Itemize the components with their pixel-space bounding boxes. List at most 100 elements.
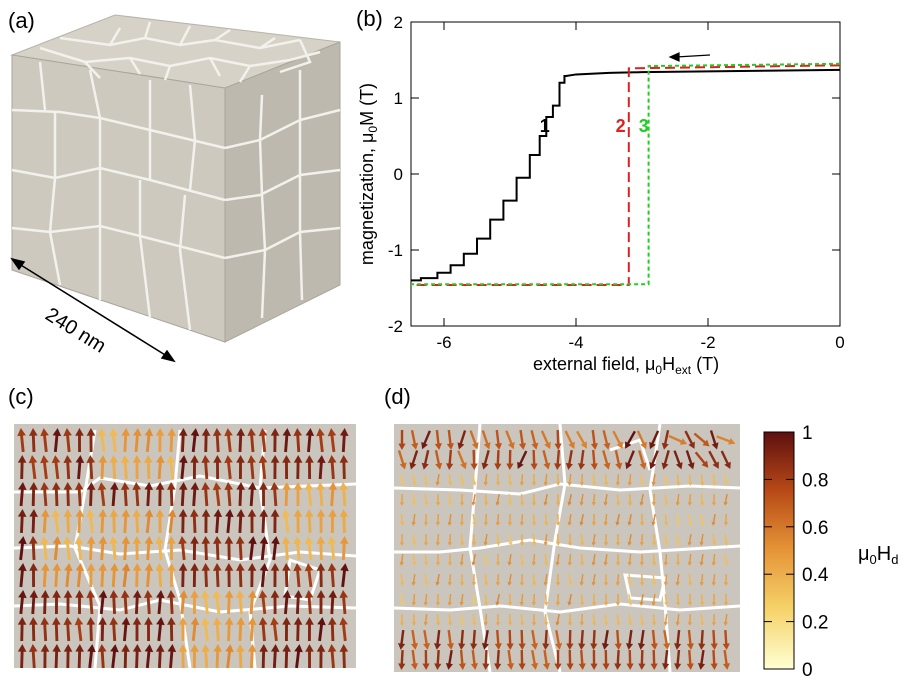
vector-arrow xyxy=(17,509,27,534)
vector-arrow xyxy=(109,536,118,561)
vector-arrow xyxy=(469,430,479,450)
vector-arrow xyxy=(675,573,680,586)
vector-arrow xyxy=(639,533,645,546)
cube-left-boundaries xyxy=(11,61,226,331)
vector-arrow xyxy=(339,482,348,507)
vector-arrow xyxy=(519,573,525,586)
vector-arrow xyxy=(711,553,716,566)
vector-arrow xyxy=(603,573,609,586)
vector-arrow xyxy=(213,644,222,669)
vector-arrow xyxy=(495,553,501,566)
vector-arrow xyxy=(722,629,730,650)
vector-arrow xyxy=(40,563,50,588)
vector-arrow xyxy=(636,430,647,450)
vector-arrow xyxy=(86,536,96,561)
vector-arrow xyxy=(567,513,572,526)
vector-arrow xyxy=(327,536,337,561)
cube-top-face xyxy=(10,14,341,89)
vector-arrow xyxy=(627,473,632,486)
vector-arrow xyxy=(543,493,548,506)
vector-arrow xyxy=(543,613,549,626)
vector-arrow xyxy=(507,613,513,626)
vector-arrow xyxy=(472,593,477,606)
vector-arrow xyxy=(399,493,405,506)
panel-label-c: (c) xyxy=(8,384,34,409)
vector-arrow xyxy=(304,563,314,588)
vector-arrow xyxy=(650,649,658,670)
vector-arrow xyxy=(317,617,326,642)
vector-arrow xyxy=(708,450,719,469)
vector-arrow xyxy=(190,536,199,561)
vector-arrow xyxy=(120,482,130,507)
vector-arrow xyxy=(615,533,621,546)
vector-arrow xyxy=(247,482,257,507)
colorbar-label: μ0Hd xyxy=(858,543,898,567)
vector-arrow xyxy=(63,617,73,642)
vector-arrow xyxy=(224,590,234,615)
vector-arrow xyxy=(98,509,108,534)
vector-arrow xyxy=(472,613,477,626)
vector-arrow xyxy=(190,428,200,453)
vector-arrow xyxy=(424,493,429,506)
vector-arrow xyxy=(167,482,176,507)
vector-arrow xyxy=(399,533,405,546)
cube-top-boundaries xyxy=(39,21,321,83)
vector-arrow xyxy=(18,536,27,561)
vector-arrow xyxy=(555,573,561,586)
vector-arrow xyxy=(435,513,441,526)
vector-arrow xyxy=(98,617,107,642)
vector-arrow xyxy=(615,573,620,586)
vector-arrow xyxy=(481,430,491,450)
series-1-line xyxy=(411,68,841,282)
vector-arrow xyxy=(224,482,233,507)
y-tick-label: -1 xyxy=(388,241,403,260)
vector-arrow xyxy=(327,428,337,453)
vector-arrow xyxy=(591,533,596,546)
vector-arrow xyxy=(98,590,108,615)
vector-arrow xyxy=(109,617,119,642)
vector-arrow xyxy=(663,573,668,586)
vector-arrow xyxy=(328,590,338,615)
vector-arrow xyxy=(201,428,211,453)
vector-arrow xyxy=(508,493,513,506)
vector-arrow xyxy=(213,509,223,534)
vector-arrow xyxy=(675,493,680,506)
vector-arrow xyxy=(519,593,524,606)
vector-arrow xyxy=(530,430,539,450)
panel-label-a: (a) xyxy=(8,8,35,33)
vector-arrow xyxy=(495,573,501,586)
vector-arrow xyxy=(484,553,489,566)
vector-arrow xyxy=(63,428,72,453)
vector-arrow xyxy=(144,617,153,642)
vector-arrow xyxy=(446,449,454,470)
vector-arrow xyxy=(471,553,476,566)
vector-arrow xyxy=(423,613,428,626)
vector-arrow xyxy=(40,428,49,453)
scale-arrow xyxy=(10,257,176,363)
vector-arrow xyxy=(167,617,176,642)
vector-arrow xyxy=(98,563,108,588)
vector-arrow xyxy=(494,449,502,470)
vector-arrow xyxy=(40,590,50,615)
vector-arrow xyxy=(178,563,188,588)
vector-arrow xyxy=(52,482,61,507)
vector-arrow xyxy=(143,590,153,615)
vector-arrow xyxy=(591,493,596,506)
vector-arrow xyxy=(156,590,165,615)
vector-arrow xyxy=(40,509,50,534)
vector-arrow xyxy=(29,428,38,453)
vector-arrow xyxy=(651,473,656,486)
vector-arrow xyxy=(29,509,38,534)
vector-arrow xyxy=(614,629,622,650)
vector-arrow xyxy=(724,553,729,566)
vector-arrow xyxy=(63,536,72,561)
vector-arrow xyxy=(40,455,49,480)
vector-arrow xyxy=(687,553,692,566)
vector-arrow xyxy=(339,644,349,669)
vector-arrow xyxy=(412,493,417,506)
vector-arrow xyxy=(155,563,165,588)
vector-arrow xyxy=(688,513,693,526)
vector-arrow xyxy=(178,617,188,642)
vector-arrow xyxy=(224,428,233,453)
vector-arrow xyxy=(567,473,572,486)
